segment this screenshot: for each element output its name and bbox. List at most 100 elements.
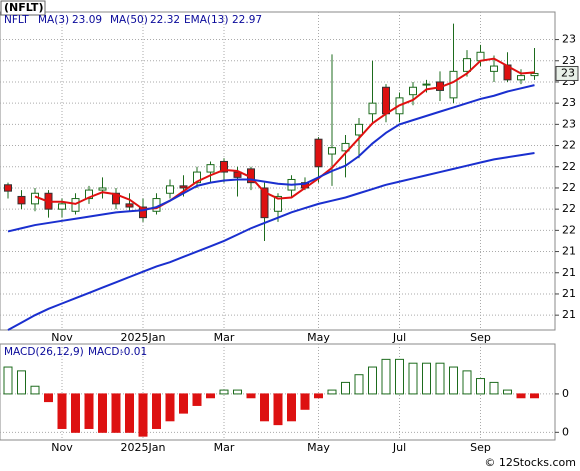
macd-bar (287, 393, 296, 422)
legend-symbol: NFLT (4, 14, 29, 26)
x-tick-label: 2025Jan (121, 441, 166, 454)
candle-body (4, 184, 12, 192)
candle-body (112, 192, 120, 205)
legend-value: 22.32 (150, 14, 180, 26)
candle-body (179, 185, 188, 189)
last-price-label: 23 (561, 66, 575, 79)
candle-body (314, 138, 323, 168)
y-tick-label: 22 (562, 139, 576, 152)
candle-body (139, 206, 147, 219)
macd-bar (44, 393, 53, 403)
macd-bar (206, 393, 215, 399)
macd-bar (516, 393, 526, 399)
y-tick-label: 23 (562, 96, 576, 109)
x-tick-label: Jul (392, 331, 406, 344)
macd-bar (503, 389, 512, 395)
candle-body (31, 192, 39, 205)
macd-panel (0, 343, 556, 441)
macd-bar (381, 358, 391, 395)
macd-bar (449, 366, 458, 395)
y-tick-label: 23 (562, 33, 576, 46)
macd-bar (314, 393, 323, 399)
y-tick-label: 23 (562, 54, 576, 67)
candle-body (355, 123, 363, 136)
macd-bar (84, 393, 94, 429)
macd-bar (260, 393, 269, 422)
candle-body (274, 195, 282, 212)
x-tick-label: May (307, 331, 330, 344)
candle-body (125, 203, 134, 208)
y-tick-label: 23 (562, 117, 576, 130)
macd-bar (111, 393, 121, 433)
macd-bar (273, 393, 283, 426)
last-price-box (555, 65, 579, 81)
candle-body (368, 102, 377, 115)
macd-value: -0.01 (120, 346, 147, 358)
price-panel (0, 11, 556, 331)
macd-bar (152, 393, 161, 429)
macd-bar (462, 370, 472, 395)
macd-bar (192, 393, 202, 406)
x-tick-label: Mar (214, 441, 235, 454)
candle-body (328, 147, 336, 155)
macd-title: MACD(26,12,9) (4, 346, 84, 358)
y-tick-label: 21 (562, 287, 576, 300)
macd-bar (341, 381, 350, 395)
legend-name: MA(50) (110, 14, 148, 26)
x-tick-label: Mar (214, 331, 235, 344)
macd-value-name: MACD: (88, 346, 123, 358)
candle-body (449, 70, 458, 99)
macd-bar (354, 374, 364, 395)
y-tick-label: 22 (562, 181, 576, 194)
candle-body (382, 86, 390, 115)
x-tick-label: May (307, 441, 330, 454)
macd-bar (530, 393, 539, 399)
y-tick-label: 22 (562, 223, 576, 236)
candle-body (530, 72, 539, 77)
x-tick-label: Jul (392, 441, 406, 454)
macd-bar (246, 393, 256, 399)
title-box (0, 0, 46, 16)
legend-value: 23.09 (72, 14, 102, 26)
legend-name: MA(3) (38, 14, 69, 26)
x-tick-label: 2025Jan (121, 331, 166, 344)
indicator-line (7, 84, 535, 233)
y-tick-label: 0 (562, 387, 569, 400)
x-tick-label: Sep (470, 441, 491, 454)
macd-bar (17, 370, 26, 395)
y-tick-label: 22 (562, 160, 576, 173)
macd-bar (138, 393, 148, 437)
macd-bar (219, 389, 229, 395)
indicator-line (34, 57, 535, 211)
x-tick-label: Nov (51, 441, 73, 454)
macd-bar (179, 393, 188, 414)
indicator-line (7, 151, 535, 331)
macd-bar (57, 393, 67, 429)
x-tick-label: Nov (51, 331, 73, 344)
candle-body (422, 83, 431, 86)
macd-bar (30, 385, 40, 395)
y-tick-label: 21 (562, 308, 576, 321)
candle-body (341, 142, 350, 152)
y-tick-label: 22 (562, 202, 576, 215)
y-tick-label: 21 (562, 245, 576, 258)
candle-body (517, 75, 525, 81)
legend-value: 22.97 (232, 14, 262, 26)
watermark: © 12Stocks.com (484, 456, 576, 469)
macd-bar (422, 362, 431, 395)
macd-bar (3, 366, 13, 395)
candle-body (71, 198, 80, 212)
macd-bar (368, 366, 377, 395)
y-tick-label: 0 (562, 425, 569, 438)
macd-bar (395, 358, 404, 395)
macd-bar (233, 389, 242, 395)
macd-bar (165, 393, 175, 422)
macd-bar (327, 389, 337, 395)
candle-body (409, 86, 417, 96)
candle-body (58, 203, 66, 210)
macd-bar (489, 381, 499, 395)
candle-body (166, 185, 174, 194)
candle-body (463, 58, 471, 72)
macd-bar (476, 378, 485, 395)
